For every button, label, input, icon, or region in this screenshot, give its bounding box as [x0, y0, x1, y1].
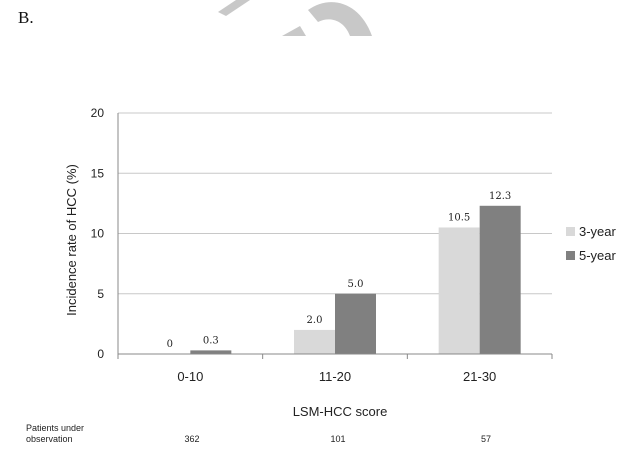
data-label-5-year-21-30: 12.3 [489, 191, 511, 202]
y-tick-labels: 0 5 10 15 20 [91, 106, 105, 361]
observation-count-11-20: 101 [330, 434, 346, 444]
x-tick-label-11-20: 11-20 [319, 369, 351, 384]
data-labels: 0 0.3 2.0 5.0 10.5 12.3 [167, 191, 512, 350]
bar-5-year-21-30 [479, 205, 521, 354]
legend-swatch-5-year [566, 251, 575, 260]
data-label-3-year-21-30: 10.5 [448, 212, 470, 223]
x-tick-label-0-10: 0-10 [177, 369, 203, 384]
legend-swatch-3-year [566, 227, 575, 236]
data-label-5-year-0-10: 0.3 [203, 335, 219, 346]
y-tick-label-20: 20 [91, 106, 105, 120]
bar-5-year-11-20 [335, 293, 376, 354]
x-axis-title: LSM-HCC score [293, 404, 388, 419]
y-tick-label-0: 0 [97, 347, 104, 361]
bars [190, 205, 521, 354]
panel-label: B. [18, 8, 34, 27]
legend: 3-year 5-year [566, 224, 617, 263]
y-tick-label-15: 15 [91, 166, 105, 180]
data-label-5-year-11-20: 5.0 [348, 279, 364, 290]
legend-label-3-year: 3-year [579, 224, 617, 239]
axes [117, 113, 553, 359]
observation-count-0-10: 362 [184, 434, 200, 444]
bar-3-year-11-20 [294, 329, 335, 354]
x-tick-label-21-30: 21-30 [463, 369, 496, 384]
y-tick-label-10: 10 [91, 227, 105, 241]
bar-5-year-0-10 [190, 350, 232, 354]
data-label-3-year-0-10: 0 [167, 339, 173, 350]
bar-3-year-21-30 [438, 227, 480, 354]
observation-caption-line2: observation [26, 434, 73, 444]
y-axis-title: Incidence rate of HCC (%) [64, 164, 79, 316]
y-tick-label-5: 5 [97, 287, 104, 301]
observation-caption-line1: Patients under [26, 423, 85, 433]
legend-label-5-year: 5-year [579, 248, 617, 263]
data-label-3-year-11-20: 2.0 [307, 315, 323, 326]
observation-count-21-30: 57 [480, 434, 492, 444]
observation-caption: Patients under observation [26, 423, 84, 445]
x-category-labels: 0-10 11-20 21-30 [177, 369, 496, 384]
